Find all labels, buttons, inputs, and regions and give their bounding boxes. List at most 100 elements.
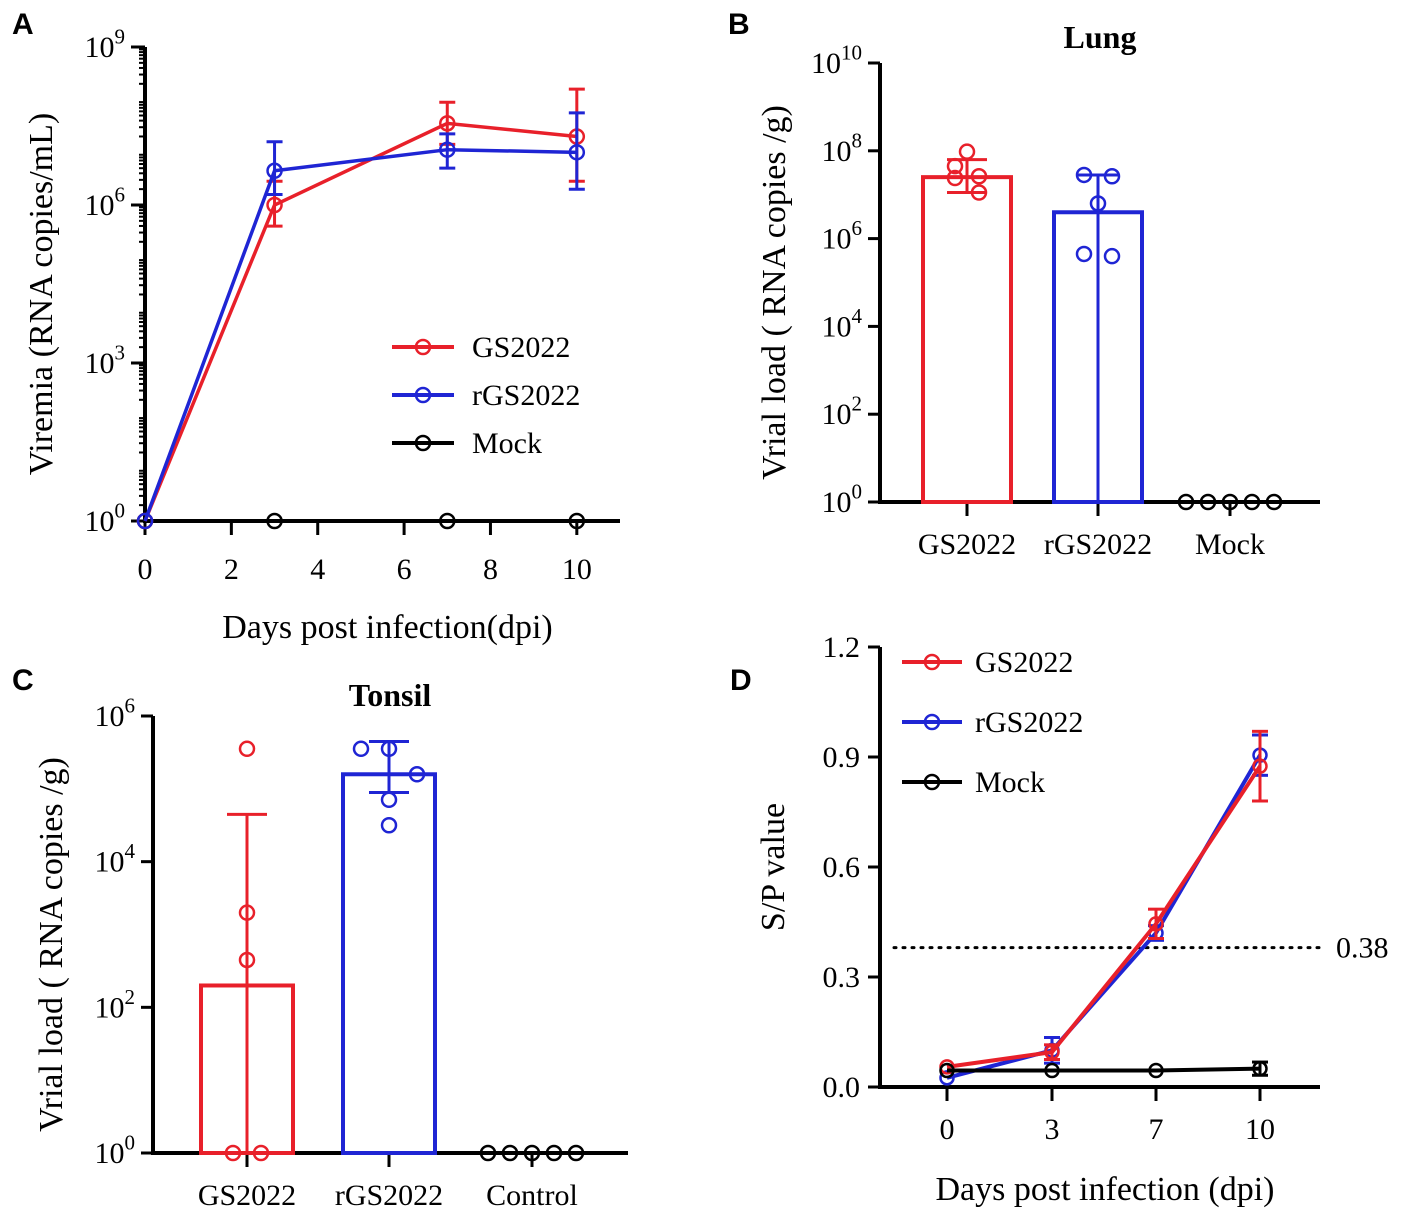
x-axis-label: Days post infection(dpi) (222, 609, 553, 646)
y-axis-label: Vrial load ( RNA copies /g) (756, 105, 793, 480)
data-point-rGS2022 (380, 791, 398, 809)
data-point-GS2022 (238, 904, 256, 921)
legend-label-rGS2022: rGS2022 (975, 706, 1083, 739)
x-tick-label: rGS2022 (335, 1179, 443, 1210)
bar-GS2022 (921, 175, 1013, 504)
data-point-rGS2022 (266, 162, 283, 180)
y-tick-label: 100 (85, 499, 126, 539)
series-line-rGS2022 (946, 754, 1262, 1080)
panel-a: 100 103 106 109 0 2 4 6 8 10 Days post infection(d… (23, 25, 620, 646)
data-point-Control (479, 1144, 497, 1162)
legend-marker-rGS2022 (923, 713, 941, 731)
x-tick-label: 0 (138, 553, 153, 586)
data-point-Mock (266, 512, 283, 530)
data-point-Mock (1177, 493, 1195, 511)
legend-label-rGS2022: rGS2022 (472, 379, 580, 412)
data-point-GS2022 (238, 951, 256, 969)
data-point-GS2022 (266, 196, 283, 214)
data-point-rGS2022 (1089, 195, 1107, 212)
y-tick-label: 0.9 (823, 741, 861, 774)
data-point-GS2022 (970, 168, 988, 185)
x-tick-label: 2 (224, 553, 239, 586)
y-tick-label: 0.6 (823, 851, 861, 884)
legend-marker-GS2022 (923, 653, 941, 671)
data-point-Mock (1265, 493, 1283, 511)
legend-label-GS2022: GS2022 (975, 646, 1073, 679)
data-point-Mock (439, 512, 456, 530)
data-point-Mock (568, 512, 586, 530)
panel-label-b: B (728, 8, 750, 41)
data-point-GS2022 (224, 1144, 242, 1162)
data-point-GS2022 (1252, 758, 1268, 774)
data-point-rGS2022 (380, 740, 398, 758)
panel-label-d: D (730, 664, 752, 697)
y-tick-label: 103 (85, 341, 126, 381)
legend-label-GS2022: GS2022 (472, 331, 570, 364)
data-point-rGS2022 (1103, 247, 1121, 265)
y-axis-label: Viremia (RNA copies/mL) (23, 113, 60, 475)
legend-label-Mock: Mock (472, 427, 542, 460)
legend-marker-Mock (923, 773, 941, 791)
y-tick-label: 100 (95, 1131, 136, 1171)
data-point-GS2022 (970, 184, 988, 201)
y-tick-label: 108 (822, 128, 863, 168)
data-point-GS2022 (252, 1144, 270, 1162)
x-tick-label: 10 (562, 553, 592, 586)
data-point-Mock (1243, 493, 1261, 511)
data-point-rGS2022 (1075, 245, 1093, 263)
data-point-rGS2022 (1103, 168, 1121, 185)
panel-d: 0.0 0.3 0.6 0.9 1.2 0 3 7 10 Days post infection … (755, 631, 1389, 1208)
data-point-Control (523, 1144, 541, 1162)
y-tick-label: 104 (822, 304, 863, 344)
data-point-Control (545, 1144, 563, 1162)
y-axis-label: Vrial load ( RNA copies /g) (33, 757, 70, 1132)
panel-c: 100 102 104 106 Tonsil Vrial load ( RNA copie… (33, 677, 628, 1210)
y-axis-label: S/P value (755, 803, 792, 931)
x-tick-label: 8 (483, 553, 498, 586)
data-point-GS2022 (238, 740, 256, 758)
series-line-rGS2022 (143, 147, 577, 522)
x-tick-label: 10 (1245, 1113, 1275, 1146)
y-tick-label: 102 (822, 392, 863, 432)
y-tick-label: 0.0 (823, 1071, 861, 1104)
data-point-Mock (1148, 1062, 1164, 1079)
data-point-GS2022 (1044, 1044, 1060, 1060)
data-point-Mock (1044, 1062, 1060, 1079)
data-point-Mock (939, 1062, 955, 1079)
x-tick-label: 7 (1149, 1113, 1164, 1146)
legend-marker-GS2022 (414, 338, 432, 356)
data-point-Control (567, 1144, 585, 1162)
data-point-rGS2022 (1075, 166, 1093, 184)
y-tick-label: 104 (95, 839, 136, 879)
chart-title: Tonsil (349, 677, 432, 713)
data-point-rGS2022 (568, 144, 586, 161)
data-point-GS2022 (958, 143, 976, 160)
x-tick-label: 4 (310, 553, 325, 586)
panel-label-a: A (12, 8, 34, 41)
y-tick-label: 100 (822, 480, 863, 520)
x-tick-label: 0 (940, 1113, 955, 1146)
panel-b: 100 102 104 106 108 1010 Lung Vrial load ( RNA … (756, 19, 1320, 561)
legend-label-Mock: Mock (975, 766, 1045, 799)
y-tick-label: 106 (85, 183, 126, 223)
data-point-Mock (1221, 493, 1239, 511)
data-point-GS2022 (439, 115, 456, 132)
y-tick-label: 1010 (811, 41, 862, 81)
data-point-rGS2022 (352, 740, 370, 758)
data-point-rGS2022 (439, 141, 456, 158)
threshold-label: 0.38 (1336, 932, 1389, 965)
y-tick-label: 109 (85, 25, 126, 65)
x-tick-label: GS2022 (918, 528, 1016, 561)
data-point-GS2022 (946, 157, 964, 175)
y-tick-label: 102 (95, 985, 136, 1024)
y-tick-label: 106 (95, 694, 136, 734)
x-tick-label: rGS2022 (1044, 528, 1152, 561)
series-line-Mock (947, 1066, 1261, 1073)
panel-label-c: C (12, 664, 34, 697)
data-point-rGS2022 (408, 766, 426, 783)
y-tick-label: 1.2 (823, 631, 861, 664)
y-tick-label: 106 (822, 216, 863, 256)
data-point-rGS2022 (136, 512, 154, 530)
data-point-GS2022 (946, 169, 964, 187)
